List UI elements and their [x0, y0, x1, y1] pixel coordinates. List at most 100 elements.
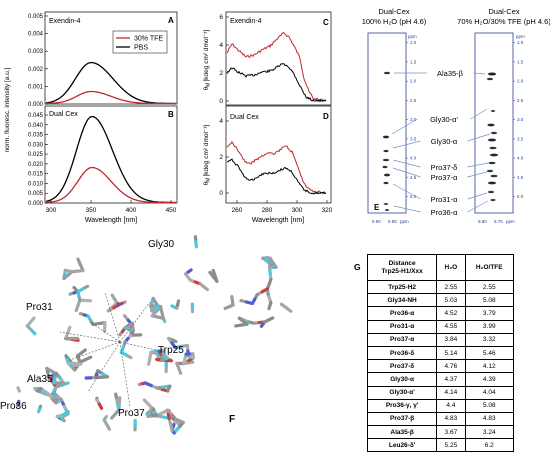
row-h2o-value: 3.84 [437, 333, 465, 346]
panel-c-y-tick: 4 [219, 42, 223, 49]
cd-x-tick: 320 [322, 207, 333, 214]
panel-b-pbs-curve [46, 117, 176, 203]
nmr-left-x-tick-2: 9.85 [388, 219, 397, 224]
panel-b-y-tick: 0.000 [28, 201, 44, 207]
label-trp25: Trp25 [158, 345, 184, 356]
nmr-ppm-tick: 1.0 [517, 40, 524, 45]
row-tfe-value: 4.12 [465, 360, 514, 373]
nmr-ppm-tick: 2.0 [517, 79, 524, 84]
cd-x-label: Wavelength [nm] [252, 217, 304, 224]
row-label: Gly30-α' [368, 386, 437, 399]
nmr-right-title-2: 70% H₂O/30% TFE (pH 4.6) [457, 17, 550, 26]
row-label: Pro37-β [368, 412, 437, 425]
fluorescence-x-tick: 450 [166, 207, 177, 214]
panel-b-y-tick: 0.005 [28, 191, 44, 197]
row-tfe-value: 4.39 [465, 373, 514, 386]
panel-f-letter: F [229, 414, 235, 425]
panel-a-y-tick: 0.004 [28, 32, 44, 38]
panel-d-y-tick: 2 [219, 154, 223, 161]
nmr-assignment-label: Pro31-α [431, 195, 459, 204]
row-label: Pro36-γ, γ' [368, 399, 437, 412]
row-label: Pro37-δ [368, 360, 437, 373]
nmr-ppm-tick: 2.5 [517, 98, 524, 103]
panel-a-y-tick: 0.005 [28, 14, 44, 20]
nmr-assignment-label: Gly30-α' [430, 115, 458, 124]
nmr-ppm-tick: 3.5 [410, 136, 417, 141]
nmr-ppm-tick: 4.5 [517, 175, 524, 180]
nmr-ppm-tick: 1.0 [410, 40, 417, 45]
row-h2o-value: 4.14 [437, 386, 465, 399]
header-distance-line-2: Trp25-H1/Xxx [382, 268, 423, 275]
nmr-ppm-tick: 1.5 [410, 59, 417, 64]
nmr-ppm-tick: 4.0 [410, 156, 417, 161]
nmr-ppm-tick: 1.5 [517, 59, 524, 64]
structure-figure: Gly30 Pro31 Trp25 Ala35 Pro36 Pro37 F [0, 232, 300, 444]
label-pro37: Pro37 [118, 408, 145, 419]
panel-e-letter: E [374, 203, 380, 212]
panel-a-y-tick: 0.002 [28, 67, 44, 73]
panel-g-letter: G [354, 262, 361, 272]
header-distance-line-1: Distance [389, 260, 416, 267]
row-label: Pro37-α [368, 333, 437, 346]
panel-d-y-label: θM[kdeg cm² dmol⁻¹] [203, 124, 212, 185]
panel-b-y-tick: 0.025 [28, 152, 44, 158]
row-tfe-value: 5.46 [465, 346, 514, 359]
row-label: Pro31-α [368, 320, 437, 333]
header-tfe: H₂O/TFE [465, 255, 514, 281]
panel-a-y-tick: 0.000 [28, 102, 44, 108]
row-h2o-value: 4.76 [437, 360, 465, 373]
panel-c-y-tick: 6 [219, 14, 223, 21]
nmr-left-title-1: Dual-Cex [378, 7, 410, 16]
nmr-ppm-tick: 4.0 [517, 156, 524, 161]
panel-d-tfe-curve [227, 142, 326, 194]
row-h2o-value: 5.25 [437, 439, 465, 452]
panel-d-label: Dual Cex [230, 114, 259, 121]
nmr-right-title-1: Dual-Cex [488, 7, 520, 16]
row-h2o-value: 4.4 [437, 399, 465, 412]
row-label: Gly30-α [368, 373, 437, 386]
nmr-left-title-2: 100% H₂O (pH 4.6) [362, 17, 427, 26]
svg-text:θM[kdeg cm² dmol⁻¹]: θM[kdeg cm² dmol⁻¹] [203, 29, 212, 90]
legend-pbs-label: PBS [134, 45, 148, 52]
svg-text:θM[kdeg cm² dmol⁻¹]: θM[kdeg cm² dmol⁻¹] [203, 124, 212, 185]
nmr-right-x-tick-1: 9.80 [478, 219, 487, 224]
row-tfe-value: 3.99 [465, 320, 514, 333]
nmr-right-ppm-label: ppm [516, 34, 525, 39]
panel-c-letter: C [323, 18, 329, 27]
row-tfe-value: 5.08 [465, 399, 514, 412]
row-label: Pro36-δ [368, 346, 437, 359]
label-pro36: Pro36 [0, 401, 27, 412]
panel-c-y-tick: 0 [219, 98, 223, 105]
row-h2o-value: 4.83 [437, 412, 465, 425]
row-label: Leu26-δ' [368, 439, 437, 452]
nmr-ppm-tick: 3.5 [517, 136, 524, 141]
panel-a-pbs-curve [46, 63, 176, 104]
panel-b-frame [45, 106, 177, 203]
nmr-right-x-unit: ppm [506, 219, 515, 224]
table-header-row: Distance Trp25-H1/Xxx H₂O H₂O/TFE [368, 255, 514, 281]
nmr-assignment-label: Pro37-δ [431, 163, 458, 172]
row-tfe-value: 4.04 [465, 386, 514, 399]
legend-tfe-label: 30% TFE [134, 36, 163, 43]
panel-d-y-tick: 4 [219, 118, 223, 125]
nmr-left-x-tick-1: 9.90 [372, 219, 381, 224]
row-tfe-value: 3.24 [465, 426, 514, 439]
panel-a-y-tick: 0.001 [28, 84, 44, 90]
row-h2o-value: 4.37 [437, 373, 465, 386]
row-h2o-value: 3.67 [437, 426, 465, 439]
fluorescence-x-label: Wavelength [nm] [85, 217, 137, 224]
row-tfe-value: 4.83 [465, 412, 514, 425]
nmr-ppm-tick: 2.5 [410, 98, 417, 103]
nmr-left-ppm-label: ppm [408, 34, 417, 39]
panel-b-y-tick: 0.020 [28, 162, 44, 168]
panel-d-pbs-curve [227, 159, 326, 194]
row-tfe-value: 3.32 [465, 333, 514, 346]
nmr-assignment-label: Pro36-α [431, 208, 459, 217]
